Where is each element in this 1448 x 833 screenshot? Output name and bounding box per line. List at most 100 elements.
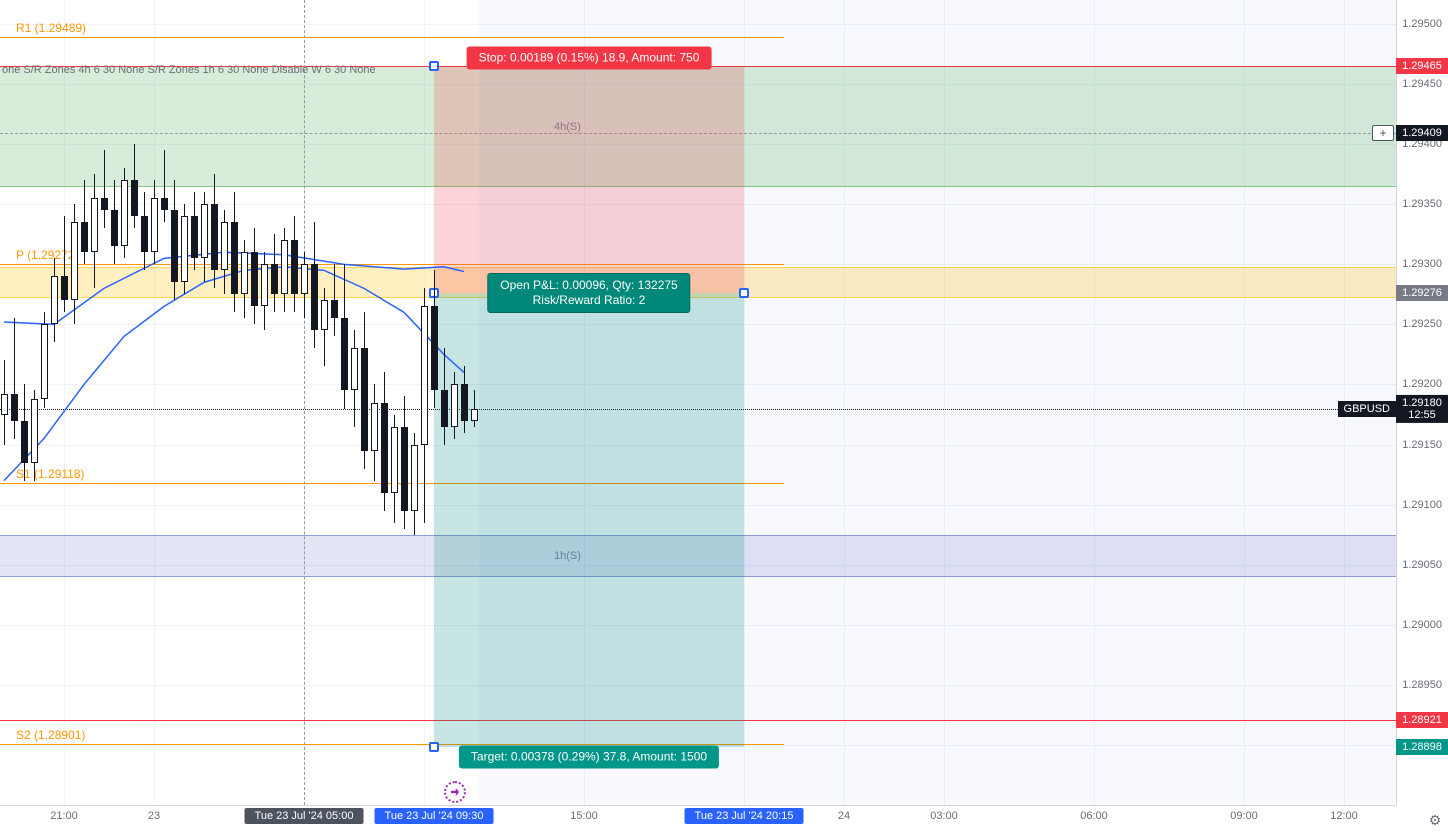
candle-body[interactable] xyxy=(471,409,478,421)
replay-icon[interactable] xyxy=(444,781,466,803)
candle-body[interactable] xyxy=(251,252,258,306)
price-axis[interactable]: 1.295001.294501.294001.293501.293001.292… xyxy=(1396,0,1448,805)
entry-price-tag: 1.29276 xyxy=(1396,285,1448,301)
candle-body[interactable] xyxy=(241,252,248,294)
candle-body[interactable] xyxy=(111,210,118,246)
candle-body[interactable] xyxy=(301,264,308,294)
candle-body[interactable] xyxy=(461,384,468,420)
target-price-tag: 1.28898 xyxy=(1396,739,1448,755)
candle-wick xyxy=(14,318,15,438)
candle-body[interactable] xyxy=(171,210,178,282)
candle-body[interactable] xyxy=(41,324,48,398)
handle-target-left[interactable] xyxy=(429,742,439,752)
crosshair-price-add[interactable]: + xyxy=(1372,125,1394,141)
y-tick: 1.29250 xyxy=(1402,318,1442,330)
candle-body[interactable] xyxy=(11,394,18,420)
candle-body[interactable] xyxy=(371,403,378,451)
y-tick: 1.29050 xyxy=(1402,559,1442,571)
y-tick: 1.29150 xyxy=(1402,439,1442,451)
y-tick: 1.29350 xyxy=(1402,198,1442,210)
candle-body[interactable] xyxy=(201,204,208,258)
pivot-label: S2 (1.28901) xyxy=(16,728,85,744)
position-stop-label: Stop: 0.00189 (0.15%) 18.9, Amount: 750 xyxy=(467,47,712,70)
candle-body[interactable] xyxy=(411,445,418,511)
candle-body[interactable] xyxy=(121,180,128,246)
candle-wick xyxy=(104,150,105,228)
candle-body[interactable] xyxy=(421,306,428,444)
candle-body[interactable] xyxy=(391,427,398,493)
candle-body[interactable] xyxy=(431,306,438,390)
candle-body[interactable] xyxy=(361,348,368,450)
time-tag: Tue 23 Jul '24 20:15 xyxy=(685,808,804,824)
candle-body[interactable] xyxy=(311,264,318,330)
candle-body[interactable] xyxy=(451,384,458,426)
candle-body[interactable] xyxy=(131,180,138,216)
y-tick: 1.29450 xyxy=(1402,78,1442,90)
candle-body[interactable] xyxy=(191,216,198,258)
candle-body[interactable] xyxy=(51,276,58,324)
x-tick: 06:00 xyxy=(1080,810,1108,822)
y-tick: 1.29500 xyxy=(1402,18,1442,30)
candle-body[interactable] xyxy=(261,264,268,306)
plot-area[interactable]: 4h(S)1h(R)1h(S)R1 (1.29489)P (1.29272)S1… xyxy=(0,0,1396,805)
last-price-tag: 1.2918012:55 xyxy=(1396,394,1448,422)
candle-body[interactable] xyxy=(21,421,28,463)
candle-body[interactable] xyxy=(401,427,408,511)
time-tag: Tue 23 Jul '24 09:30 xyxy=(375,808,494,824)
candle-body[interactable] xyxy=(141,216,148,252)
candle-body[interactable] xyxy=(71,222,78,300)
x-tick: 15:00 xyxy=(570,810,598,822)
y-tick: 1.29000 xyxy=(1402,619,1442,631)
candle-body[interactable] xyxy=(181,216,188,282)
y-tick: 1.28950 xyxy=(1402,679,1442,691)
x-tick: 21:00 xyxy=(50,810,78,822)
x-tick: 03:00 xyxy=(930,810,958,822)
pivot-label: P (1.29272) xyxy=(16,248,79,264)
symbol-tag: GBPUSD xyxy=(1338,401,1396,417)
candle-body[interactable] xyxy=(351,348,358,390)
candle-body[interactable] xyxy=(281,240,288,294)
x-tick: 23 xyxy=(148,810,160,822)
pivot-line-R1[interactable] xyxy=(0,37,784,38)
x-tick: 12:00 xyxy=(1330,810,1358,822)
red-price-tag: 1.29465 xyxy=(1396,58,1448,74)
candle-body[interactable] xyxy=(151,198,158,252)
candle-body[interactable] xyxy=(331,300,338,318)
red-price-tag: 1.28921 xyxy=(1396,712,1448,728)
x-tick: 24 xyxy=(838,810,850,822)
candle-body[interactable] xyxy=(101,198,108,210)
pivot-label: R1 (1.29489) xyxy=(16,21,86,37)
position-target-label: Target: 0.00378 (0.29%) 37.8, Amount: 15… xyxy=(459,746,719,769)
candle-body[interactable] xyxy=(81,222,88,252)
candle-body[interactable] xyxy=(221,222,228,270)
candle-body[interactable] xyxy=(211,204,218,270)
crosshair-price-tag: 1.29409 xyxy=(1396,125,1448,141)
time-tag: Tue 23 Jul '24 05:00 xyxy=(245,808,364,824)
candle-body[interactable] xyxy=(341,318,348,390)
pivot-label: S1 (1.29118) xyxy=(16,467,85,483)
position-entry-label: Open P&L: 0.00096, Qty: 132275Risk/Rewar… xyxy=(487,273,690,313)
candle-body[interactable] xyxy=(31,399,38,463)
handle-stop-left[interactable] xyxy=(429,61,439,71)
handle-entry-right[interactable] xyxy=(739,288,749,298)
candle-body[interactable] xyxy=(321,300,328,330)
axis-settings-icon[interactable]: ⚙ xyxy=(1426,811,1444,829)
x-tick: 09:00 xyxy=(1230,810,1258,822)
y-tick: 1.29200 xyxy=(1402,378,1442,390)
candle-body[interactable] xyxy=(381,403,388,493)
y-tick: 1.29100 xyxy=(1402,499,1442,511)
candle-body[interactable] xyxy=(161,198,168,210)
candle-body[interactable] xyxy=(441,390,448,426)
candle-wick xyxy=(164,150,165,222)
position-stop-zone[interactable] xyxy=(434,66,744,293)
candle-body[interactable] xyxy=(271,264,278,294)
candle-body[interactable] xyxy=(1,394,8,414)
candle-body[interactable] xyxy=(291,240,298,294)
trading-chart[interactable]: 4h(S)1h(R)1h(S)R1 (1.29489)P (1.29272)S1… xyxy=(0,0,1448,833)
position-target-zone[interactable] xyxy=(434,293,744,747)
candle-body[interactable] xyxy=(61,276,68,300)
indicator-legend: one S/R Zones 4h 6 30 None S/R Zones 1h … xyxy=(2,64,376,76)
time-axis[interactable]: 21:002312:0015:002403:0006:0009:0012:00T… xyxy=(0,805,1396,833)
candle-body[interactable] xyxy=(91,198,98,252)
candle-body[interactable] xyxy=(231,222,238,294)
